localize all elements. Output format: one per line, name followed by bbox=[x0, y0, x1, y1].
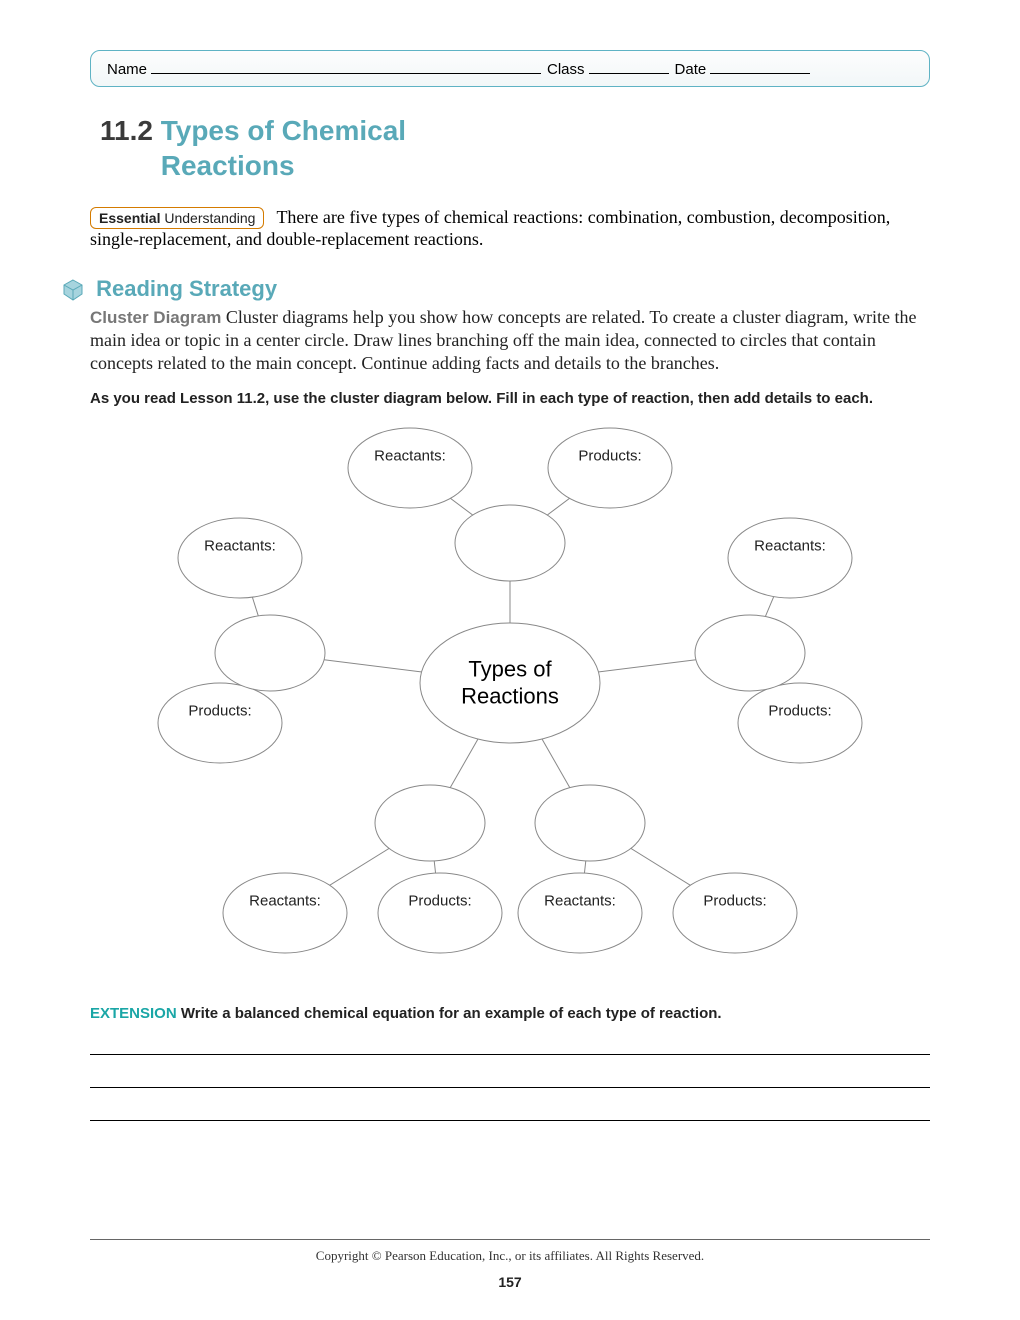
date-field-line[interactable] bbox=[710, 59, 810, 74]
rs-heading-text: Reading Strategy bbox=[96, 276, 277, 301]
name-field-line[interactable] bbox=[151, 59, 541, 74]
extension-block: EXTENSION Write a balanced chemical equa… bbox=[90, 1005, 930, 1022]
instruction-text: As you read Lesson 11.2, use the cluster… bbox=[90, 389, 930, 409]
worksheet-page: Name Class Date 11.2 Types of Chemical 1… bbox=[0, 0, 1020, 1320]
class-label: Class bbox=[547, 61, 585, 78]
page-title: 11.2 Types of Chemical 11.2 Reactions bbox=[90, 113, 930, 183]
name-label: Name bbox=[107, 61, 147, 78]
cube-icon bbox=[62, 279, 84, 301]
center-node-label: Types ofReactions bbox=[461, 657, 559, 710]
leaf-label: Reactants: bbox=[204, 538, 276, 555]
leaf-label: Products: bbox=[768, 703, 831, 720]
leaf-label: Products: bbox=[408, 893, 471, 910]
header-box: Name Class Date bbox=[90, 50, 930, 87]
leaf-label: Products: bbox=[188, 703, 251, 720]
cluster-subhead: Cluster Diagram bbox=[90, 308, 221, 327]
date-label: Date bbox=[675, 61, 707, 78]
extension-text: Write a balanced chemical equation for a… bbox=[177, 1005, 722, 1022]
badge-bold: Essential bbox=[99, 210, 160, 226]
copyright-text: Copyright © Pearson Education, Inc., or … bbox=[0, 1248, 1020, 1264]
section-name-l1: Types of Chemical bbox=[161, 115, 406, 146]
reading-strategy-heading: Reading Strategy bbox=[90, 276, 930, 302]
answer-line-2[interactable] bbox=[90, 1063, 930, 1088]
page-footer: Copyright © Pearson Education, Inc., or … bbox=[0, 1239, 1020, 1290]
page-number: 157 bbox=[0, 1274, 1020, 1290]
cluster-paragraph: Cluster Diagram Cluster diagrams help yo… bbox=[90, 306, 930, 375]
essential-block: Essential Understanding There are five t… bbox=[90, 193, 930, 250]
class-field-line[interactable] bbox=[589, 59, 669, 74]
cluster-diagram: Types ofReactions Reactants: Products: Rea… bbox=[130, 423, 890, 983]
leaf-label: Reactants: bbox=[754, 538, 826, 555]
leaf-label: Reactants: bbox=[374, 448, 446, 465]
answer-line-3[interactable] bbox=[90, 1096, 930, 1121]
section-name-l2: Reactions bbox=[161, 150, 295, 181]
leaf-label: Products: bbox=[578, 448, 641, 465]
extension-label: EXTENSION bbox=[90, 1005, 177, 1022]
leaf-label: Products: bbox=[703, 893, 766, 910]
essential-badge: Essential Understanding bbox=[90, 207, 264, 229]
badge-rest: Understanding bbox=[160, 210, 255, 226]
answer-line-1[interactable] bbox=[90, 1030, 930, 1055]
section-number: 11.2 bbox=[100, 115, 153, 146]
leaf-label: Reactants: bbox=[544, 893, 616, 910]
leaf-label: Reactants: bbox=[249, 893, 321, 910]
